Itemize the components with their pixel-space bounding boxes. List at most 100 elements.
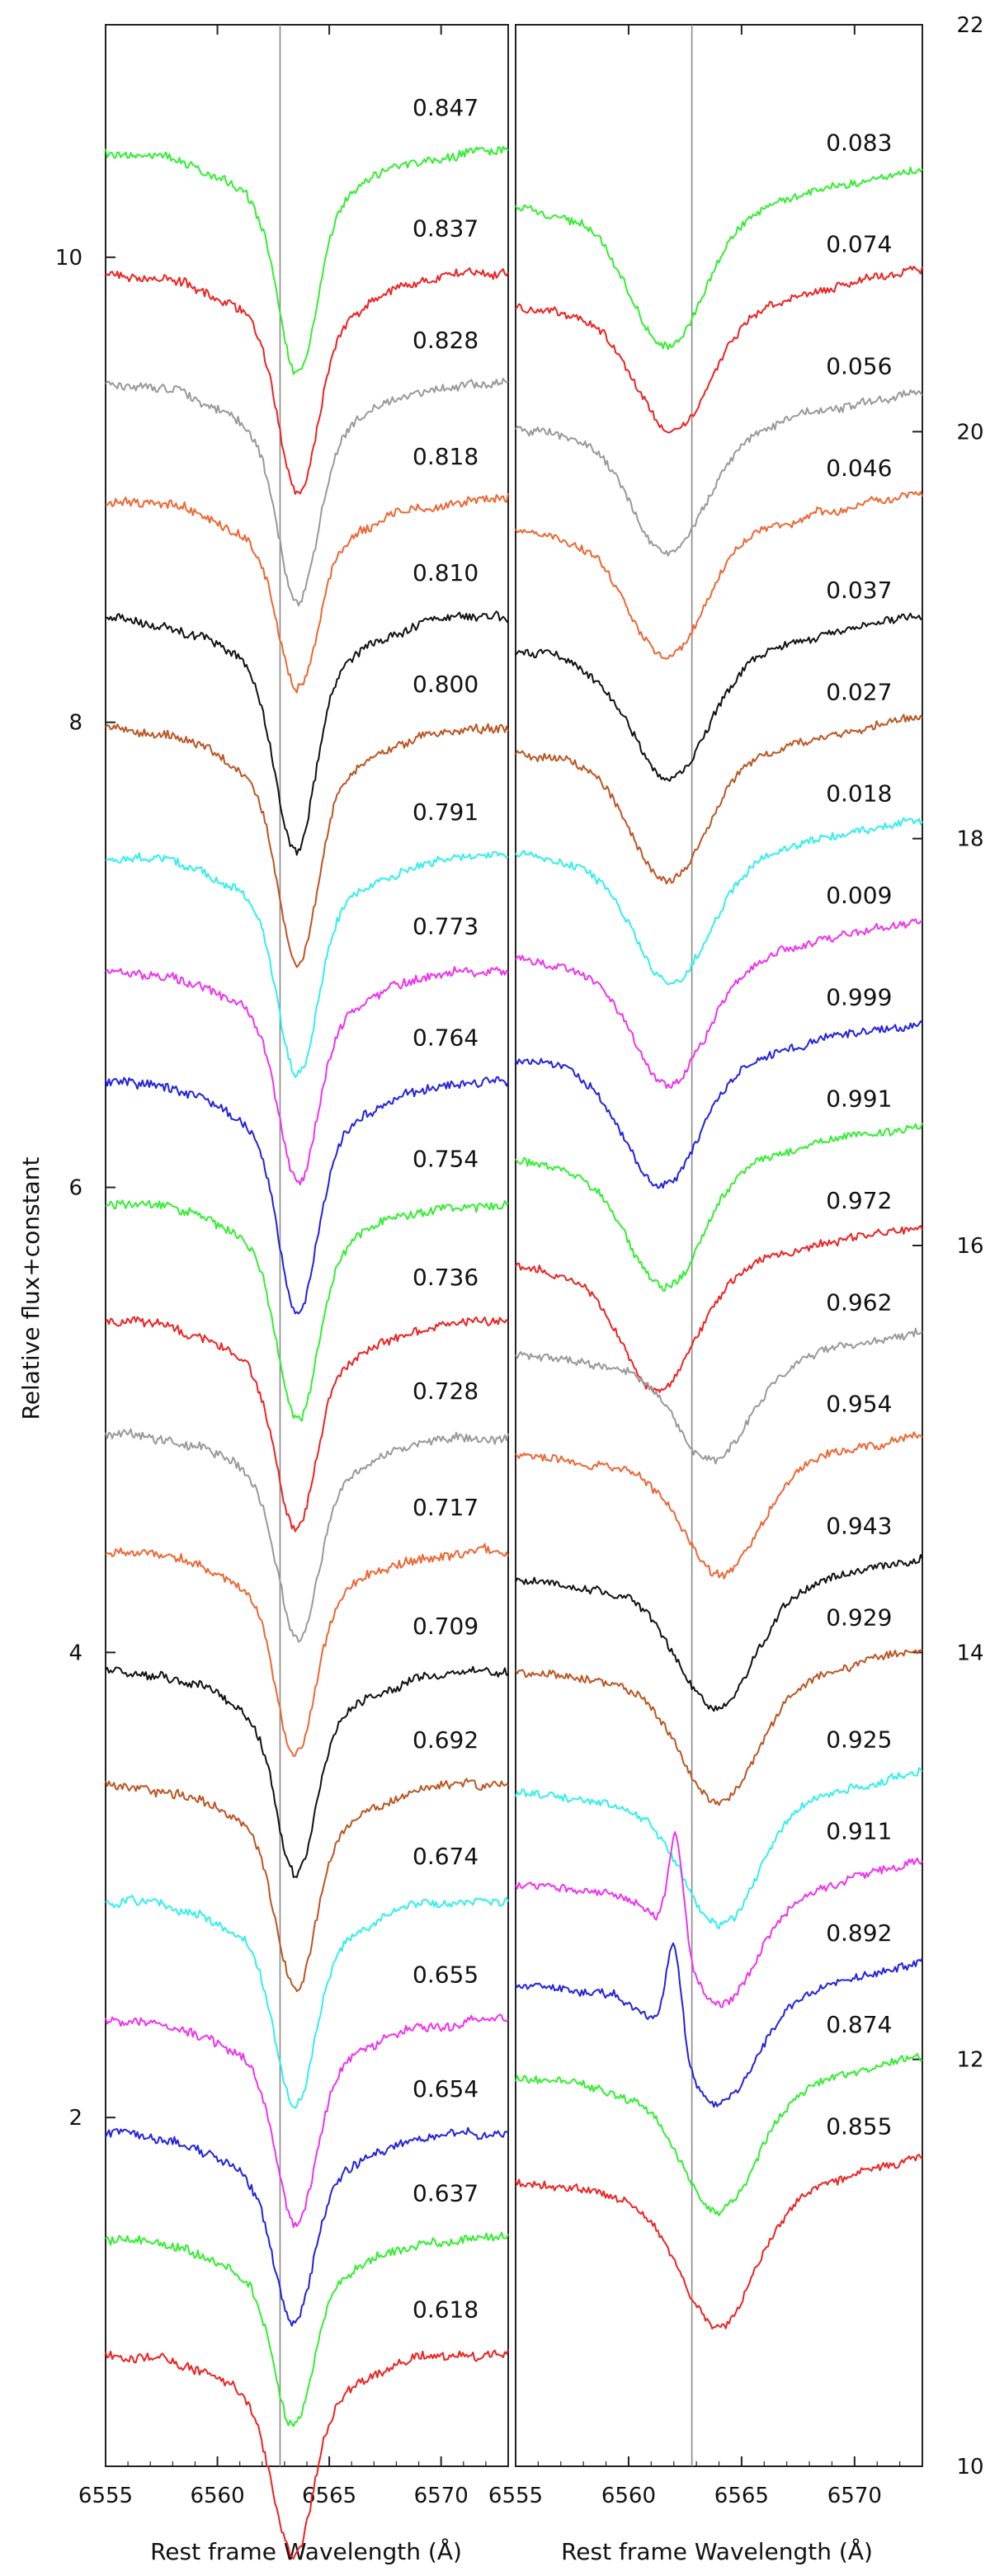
spectrum-line-left-11 [105, 1428, 509, 1643]
spectrum-line-left-18 [105, 2231, 509, 2428]
phase-label: 0.999 [826, 983, 892, 1010]
spectrum-line-left-15 [105, 1895, 509, 2109]
phase-label: 0.074 [826, 231, 892, 258]
spectrum-line-left-4 [105, 610, 509, 856]
spectrum-line-left-16 [105, 2013, 509, 2229]
spectrum-line-right-4 [515, 612, 923, 782]
spectrum-line-right-19 [515, 2154, 923, 2330]
spectrum-line-left-6 [105, 850, 509, 1078]
spectrum-line-left-10 [105, 1316, 509, 1533]
phase-label: 0.773 [412, 912, 478, 940]
phase-label: 0.828 [412, 327, 478, 354]
phase-label: 0.911 [826, 1818, 892, 1845]
phase-label: 0.847 [412, 94, 478, 121]
spectrum-line-left-8 [105, 1076, 509, 1315]
phase-label: 0.837 [412, 215, 478, 243]
phase-label: 0.027 [826, 678, 892, 705]
phase-label: 0.083 [826, 129, 892, 156]
spectrum-line-right-1 [515, 266, 923, 434]
y-tick-label: 12 [956, 2048, 983, 2073]
phase-label: 0.962 [826, 1288, 892, 1316]
panel-frame [515, 24, 923, 2467]
y-tick-label: 6 [68, 1176, 82, 1201]
phase-label: 0.618 [412, 2296, 478, 2324]
spectrum-line-right-7 [515, 918, 923, 1090]
spectrum-line-left-13 [105, 1665, 509, 1878]
phase-label: 0.764 [412, 1024, 478, 1052]
spectrum-line-left-14 [105, 1778, 509, 1993]
x-tick-label: 6560 [190, 2484, 244, 2508]
y-tick-label: 10 [55, 246, 82, 271]
y-tick-label: 4 [68, 1641, 82, 1665]
x-axis-label-right: Rest frame Wavelength (Å) [561, 2537, 873, 2565]
spectrum-line-right-17 [515, 1942, 923, 2108]
spectrum-line-right-12 [515, 1431, 923, 1580]
phase-label: 0.929 [826, 1604, 892, 1632]
spectrum-line-right-18 [515, 2053, 923, 2216]
spectrum-line-left-19 [105, 2349, 509, 2560]
phase-label: 0.818 [412, 443, 478, 470]
phase-label: 0.754 [412, 1145, 478, 1172]
phase-label: 0.655 [412, 1961, 478, 1989]
phase-label: 0.037 [826, 577, 892, 604]
spectrum-line-left-3 [106, 492, 509, 694]
phase-label: 0.692 [412, 1726, 478, 1754]
spectrum-line-right-8 [515, 1020, 923, 1189]
phase-label: 0.810 [412, 559, 478, 586]
y-tick-label: 14 [956, 1641, 983, 1665]
y-tick-label: 22 [956, 13, 983, 38]
spectrum-line-left-9 [105, 1199, 509, 1422]
spectrum-line-right-5 [515, 713, 923, 885]
plot-panels: 6555 6560 6565 6570 2 4 6 8 10 0.847 0.837 0.828 0.8… [55, 13, 984, 2560]
x-tick-label: 6560 [601, 2484, 656, 2508]
x-tick-label: 6565 [714, 2484, 769, 2508]
x-tick-label: 6555 [488, 2484, 543, 2508]
spectrum-line-right-11 [515, 1327, 923, 1465]
phase-label: 0.943 [826, 1513, 892, 1540]
spectrum-line-right-13 [515, 1554, 923, 1712]
x-tick-label: 6570 [827, 2484, 882, 2508]
spectrum-line-right-16 [515, 1831, 923, 2009]
spectrum-line-left-5 [105, 723, 509, 968]
spectrum-line-right-3 [515, 491, 923, 660]
phase-label: 0.674 [412, 1843, 478, 1870]
phase-label: 0.637 [412, 2180, 478, 2207]
spectrum-line-right-14 [515, 1648, 923, 1806]
phase-label: 0.728 [412, 1377, 478, 1405]
phase-label: 0.009 [826, 882, 892, 909]
spectrum-line-right-10 [515, 1225, 923, 1393]
y-tick-label: 16 [956, 1234, 983, 1259]
phase-label: 0.991 [826, 1085, 892, 1113]
phase-label: 0.892 [826, 1919, 892, 1947]
spectrum-line-right-6 [515, 817, 923, 986]
x-axis-label-left: Rest frame Wavelength (Å) [150, 2537, 462, 2565]
phase-label: 0.046 [826, 454, 892, 482]
phase-label: 0.654 [412, 2075, 478, 2103]
phase-label: 0.717 [412, 1494, 478, 1521]
phase-label: 0.018 [826, 780, 892, 808]
phase-label: 0.855 [826, 2112, 892, 2140]
spectrum-line-right-2 [515, 389, 923, 557]
y-tick-label: 18 [956, 827, 983, 852]
panel-right: 6555 6560 6565 6570 10 12 14 16 18 20 22 0.083 0.074… [488, 13, 984, 2508]
y-tick-label: 10 [956, 2455, 983, 2479]
spectrum-line-left-1 [105, 267, 509, 495]
spectrum-line-right-0 [515, 166, 923, 351]
y-axis-label: Relative flux+constant [17, 1157, 45, 1420]
phase-label: 0.056 [826, 353, 892, 380]
y-tick-label: 2 [68, 2106, 82, 2131]
phase-label: 0.954 [826, 1391, 892, 1418]
phase-label: 0.736 [412, 1264, 478, 1291]
phase-label: 0.972 [826, 1187, 892, 1214]
phase-label: 0.709 [412, 1613, 478, 1640]
phase-label: 0.800 [412, 671, 478, 698]
spectrum-line-right-9 [515, 1122, 923, 1292]
y-tick-label: 20 [956, 420, 983, 445]
spectrum-line-left-12 [105, 1542, 509, 1757]
x-tick-label: 6555 [78, 2484, 133, 2508]
spectrum-line-left-0 [105, 145, 509, 375]
phase-label: 0.791 [412, 798, 478, 826]
phase-label: 0.925 [826, 1726, 892, 1754]
